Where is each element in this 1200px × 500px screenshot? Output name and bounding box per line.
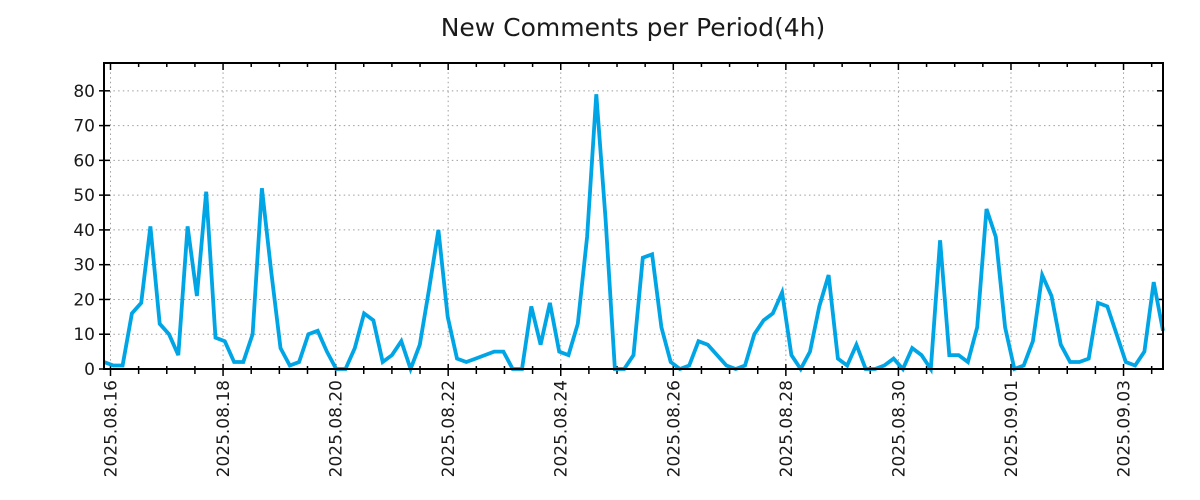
x-tick-label: 2025.09.03 <box>1115 380 1135 477</box>
x-tick-label: 2025.08.26 <box>664 380 684 477</box>
y-tick-label: 70 <box>73 117 95 137</box>
y-tick-label: 60 <box>73 151 95 171</box>
chart-title: New Comments per Period(4h) <box>440 13 826 42</box>
x-tick-label: 2025.09.01 <box>1002 380 1022 477</box>
y-tick-label: 80 <box>73 82 95 102</box>
x-tick-label: 2025.08.30 <box>889 380 909 477</box>
y-tick-label: 30 <box>73 256 95 276</box>
x-tick-label: 2025.08.28 <box>777 380 797 477</box>
x-tick-label: 2025.08.22 <box>439 380 459 477</box>
y-axis-tick-labels: 0 10 20 30 40 50 60 70 80 <box>73 82 95 380</box>
y-tick-label: 20 <box>73 290 95 310</box>
plot-frame <box>103 62 1164 370</box>
y-tick-label: 10 <box>73 325 95 345</box>
y-tick-label: 40 <box>73 221 95 241</box>
x-tick-label: 2025.08.18 <box>214 380 234 477</box>
series-line-new-comments <box>103 94 1165 375</box>
x-tick-label: 2025.08.24 <box>552 380 572 477</box>
y-tick-label: 0 <box>84 360 95 380</box>
x-tick-label: 2025.08.16 <box>102 380 122 477</box>
x-tick-label: 2025.08.20 <box>327 380 347 477</box>
x-axis-tick-labels: 2025.08.16 2025.08.18 2025.08.20 2025.08.22… <box>102 380 1135 477</box>
y-tick-label: 50 <box>73 186 95 206</box>
